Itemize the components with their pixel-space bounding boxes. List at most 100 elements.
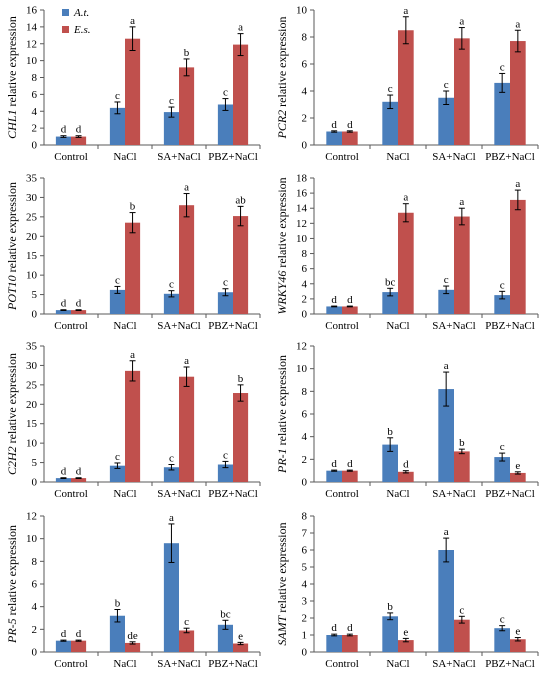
significance-letter: d [61, 466, 67, 478]
bar-es [125, 222, 141, 314]
x-tick-label: Control [54, 658, 88, 670]
significance-letter: d [61, 124, 67, 136]
y-tick-label: 2 [302, 293, 308, 305]
legend: A.t. E.s. [62, 7, 91, 36]
significance-letter: a [238, 22, 243, 34]
bar-at [326, 131, 342, 145]
chart-panel-wrky46: 0 2 4 6 8 10 12 14 16 18 WRKY46 relative expressio… [275, 173, 539, 332]
bar-es [454, 451, 470, 482]
bar-at [163, 467, 179, 482]
chart-panel-pcr2: 0 2 4 6 8 10 PCR2 relative expression d d Control… [275, 5, 539, 163]
bar-at [326, 470, 342, 482]
bar-es [454, 619, 470, 652]
bar-at [326, 306, 342, 314]
y-tick-label: 0 [302, 309, 308, 321]
bar-es [233, 216, 249, 314]
bar-at [494, 295, 510, 314]
y-tick-label: 0 [32, 647, 38, 659]
x-tick-label: PBZ+NaCl [208, 320, 258, 332]
x-tick-label: PBZ+NaCl [208, 488, 258, 500]
significance-letter: c [388, 83, 393, 95]
significance-letter: c [115, 274, 120, 286]
y-axis-label-gene: PCR2 [275, 110, 289, 140]
significance-letter: a [403, 5, 408, 17]
y-tick-label: 16 [26, 5, 38, 17]
significance-letter: a [444, 526, 449, 538]
y-tick-label: 10 [296, 363, 308, 375]
bar-es [398, 640, 414, 652]
bar-es [510, 199, 526, 314]
x-tick-label: SA+NaCl [157, 320, 200, 332]
bar-at [494, 628, 510, 652]
bar-es [233, 643, 249, 652]
bar-at [438, 550, 454, 652]
x-tick-label: Control [54, 151, 88, 163]
y-tick-label: 3 [302, 596, 308, 608]
y-tick-label: 0 [32, 309, 38, 321]
x-tick-label: PBZ+NaCl [208, 151, 258, 163]
chart-panel-pot10: 0 5 10 15 20 25 30 35 POT10 relative expression d… [5, 173, 261, 332]
significance-letter: c [184, 616, 189, 628]
y-tick-label: 0 [32, 477, 38, 489]
y-tick-label: 6 [32, 579, 38, 591]
y-axis-label-suffix: relative expression [5, 525, 19, 618]
y-tick-label: 8 [302, 248, 308, 260]
y-tick-label: 25 [26, 379, 38, 391]
bar-es [71, 640, 87, 652]
x-tick-label: SA+NaCl [432, 151, 475, 163]
x-tick-label: NaCl [386, 658, 409, 670]
significance-letter: e [515, 626, 520, 638]
significance-letter: de [127, 630, 138, 642]
significance-letter: d [76, 124, 82, 136]
x-tick-label: Control [325, 658, 359, 670]
significance-letter: b [459, 437, 465, 449]
y-tick-label: 16 [296, 188, 308, 200]
y-axis-label: PR-1 relative expression [275, 355, 289, 474]
significance-letter: d [76, 466, 82, 478]
y-tick-label: 0 [302, 477, 308, 489]
y-tick-label: 8 [32, 556, 38, 568]
bar-at [55, 640, 71, 652]
bar-es [342, 470, 358, 482]
y-tick-label: 12 [26, 38, 37, 50]
x-tick-label: PBZ+NaCl [485, 151, 535, 163]
bar-at [382, 101, 398, 145]
significance-letter: c [115, 451, 120, 463]
y-tick-label: 10 [26, 533, 38, 545]
y-axis-label-gene: C2H2 [5, 446, 19, 475]
y-tick-label: 10 [26, 438, 38, 450]
bar-at [494, 82, 510, 145]
y-tick-label: 12 [26, 511, 37, 523]
significance-letter: a [459, 196, 464, 208]
significance-letter: d [331, 622, 337, 634]
y-tick-label: 20 [26, 231, 38, 243]
y-tick-label: 15 [26, 250, 38, 262]
y-axis-label-gene: PR-1 [275, 448, 289, 474]
y-axis-label-gene: CHL1 [5, 109, 19, 138]
significance-letter: d [403, 459, 409, 471]
y-axis-label-suffix: relative expression [275, 355, 289, 448]
y-tick-label: 2 [302, 613, 308, 625]
x-tick-label: Control [54, 320, 88, 332]
significance-letter: c [169, 95, 174, 107]
significance-letter: ab [235, 194, 246, 206]
y-tick-label: 14 [296, 203, 308, 215]
chart-panel-chl1: 0 2 4 6 8 10 12 14 16 CHL1 relative expression d d C… [5, 5, 261, 163]
bar-at [494, 457, 510, 482]
bar-es [398, 212, 414, 314]
significance-letter: a [515, 178, 520, 190]
bar-at [382, 616, 398, 652]
significance-letter: c [223, 87, 228, 99]
y-tick-label: 10 [296, 233, 308, 245]
significance-letter: d [347, 622, 353, 634]
bar-es [342, 306, 358, 314]
y-tick-label: 4 [302, 278, 308, 290]
significance-letter: bc [385, 276, 396, 288]
bar-es [71, 478, 87, 482]
significance-letter: b [130, 201, 136, 213]
bar-at [163, 543, 179, 652]
x-tick-label: SA+NaCl [157, 658, 200, 670]
significance-letter: c [223, 449, 228, 461]
significance-letter: c [115, 90, 120, 102]
